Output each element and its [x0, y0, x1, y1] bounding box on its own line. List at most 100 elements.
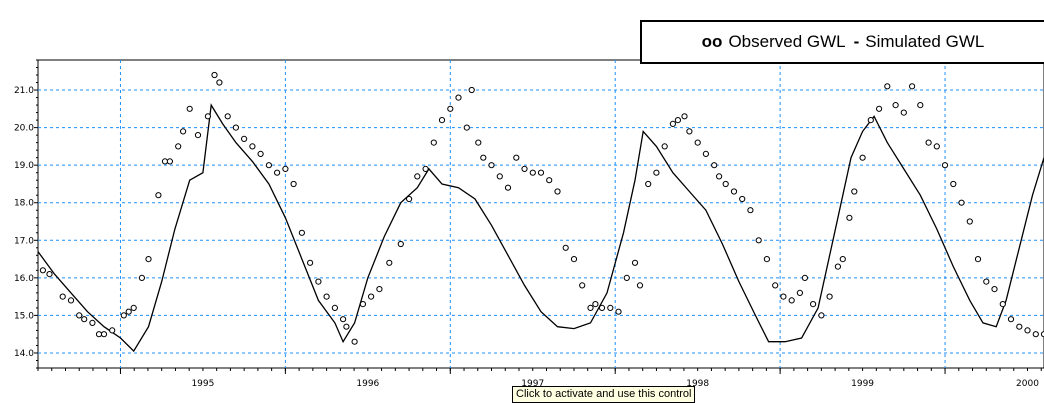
- observed-gwl-point: [298, 229, 305, 236]
- observed-gwl-point: [406, 195, 413, 203]
- y-tick-label: 20.0: [14, 124, 34, 134]
- observed-gwl-point: [562, 244, 569, 251]
- observed-gwl-point: [455, 94, 462, 101]
- observed-gwl-point: [884, 83, 891, 90]
- observed-gwl-point: [120, 312, 127, 319]
- observed-gwl-point: [554, 188, 561, 195]
- observed-gwl-point: [839, 256, 846, 263]
- observed-gwl-point: [592, 301, 599, 308]
- observed-gwl-point: [876, 105, 883, 112]
- observed-gwl-point: [669, 120, 677, 128]
- observed-gwl-point: [763, 256, 771, 263]
- observed-gwl-point: [925, 139, 932, 146]
- data-series: [38, 71, 1044, 353]
- observed-gwl-point: [488, 162, 495, 169]
- observed-gwl-point: [496, 173, 503, 180]
- observed-gwl-point: [422, 165, 429, 172]
- observed-gwl-point: [991, 286, 998, 293]
- observed-gwl-point: [109, 327, 116, 334]
- observed-gwl-point: [166, 158, 173, 165]
- observed-gwl-point: [186, 105, 193, 112]
- y-tick-label: 15.0: [14, 311, 34, 321]
- plot-frame: [37, 59, 1044, 369]
- observed-gwl-point: [359, 301, 366, 308]
- observed-gwl-point: [681, 113, 688, 120]
- observed-gwl-point: [39, 267, 47, 274]
- observed-gwl-point: [145, 256, 152, 263]
- observed-gwl-point: [204, 113, 211, 120]
- observed-gwl-point: [513, 154, 520, 161]
- observed-gwl-point: [175, 143, 182, 150]
- observed-gwl-point: [224, 113, 231, 120]
- observed-gwl-point: [917, 102, 924, 109]
- observed-gwl-point: [859, 154, 866, 161]
- observed-gwl-point: [631, 259, 639, 266]
- observed-gwl-point: [480, 154, 487, 161]
- y-tick-label: 19.0: [14, 161, 34, 171]
- observed-gwl-point: [95, 331, 103, 338]
- x-tick-label: 1998: [686, 379, 709, 389]
- observed-gwl-point: [851, 188, 858, 195]
- observed-gwl-point: [463, 124, 470, 131]
- observed-gwl-point: [521, 165, 528, 172]
- observed-gwl-point: [211, 71, 218, 79]
- observed-gwl-point: [674, 117, 682, 124]
- observed-gwl-point: [892, 102, 899, 109]
- observed-gwl-point: [265, 162, 272, 169]
- legend: oo Observed GWL - Simulated GWL: [640, 20, 1044, 64]
- observed-gwl-point: [739, 195, 746, 203]
- observed-gwl-point: [1016, 323, 1023, 330]
- observed-gwl-point: [529, 169, 536, 176]
- observed-gwl-point: [257, 150, 264, 157]
- observed-gwl-point: [818, 312, 825, 319]
- observed-gwl-point: [290, 180, 297, 188]
- observed-gwl-point: [661, 143, 668, 150]
- x-tick-labels: 1995 1996 1997 1998 1999 2000: [191, 379, 1039, 389]
- observed-gwl-point: [579, 282, 586, 289]
- observed-gwl-point: [686, 128, 693, 135]
- observed-gwl-point: [974, 256, 982, 263]
- observed-gwl-point: [100, 331, 108, 338]
- observed-gwl-point: [343, 323, 350, 330]
- observed-gwl-point: [274, 169, 281, 176]
- observed-gwl-point: [414, 173, 421, 180]
- observed-gwl-point: [615, 308, 622, 315]
- observed-gwl-point: [788, 297, 795, 304]
- observed-gwl-point: [780, 293, 787, 300]
- observed-gwl-point: [81, 316, 88, 323]
- observed-gwl-point: [249, 143, 256, 150]
- observed-gwl-point: [623, 274, 630, 281]
- observed-gwl-point: [933, 143, 940, 150]
- axis-ticks: [34, 59, 1042, 374]
- observed-gwl-point: [155, 192, 162, 199]
- x-tick-label: 1995: [191, 379, 214, 389]
- observed-gwl-point: [504, 184, 512, 191]
- y-tick-label: 21.0: [14, 86, 34, 96]
- observed-gwl-point: [598, 304, 606, 311]
- observed-gwl-point: [1024, 327, 1031, 334]
- observed-gwl-point: [941, 162, 949, 169]
- observed-gwl-point: [76, 312, 83, 319]
- observed-gwl-point: [702, 150, 710, 157]
- observed-gwl-point: [730, 188, 738, 195]
- observed-gwl-point: [216, 79, 223, 86]
- observed-gwl-point: [587, 304, 594, 311]
- x-tick-label: 1999: [851, 379, 874, 389]
- observed-gwl-point: [89, 319, 96, 326]
- observed-gwl-point: [983, 278, 990, 285]
- observed-gwl-point: [716, 173, 723, 180]
- observed-gwl-point: [67, 297, 75, 304]
- activate-control-tooltip[interactable]: Click to activate and use this control: [512, 386, 696, 403]
- observed-gwl-point: [537, 169, 545, 176]
- observed-gwl-point: [810, 301, 817, 308]
- observed-gwl-point: [722, 180, 729, 188]
- observed-gwl-point: [315, 278, 322, 285]
- observed-gwl-point: [447, 105, 454, 112]
- observed-gwl-point: [755, 237, 762, 244]
- observed-gwl-point: [801, 274, 809, 281]
- observed-legend-label: Observed GWL: [728, 32, 846, 51]
- observed-gwl-point: [645, 180, 652, 188]
- observed-gwl-point: [846, 214, 853, 221]
- y-tick-label: 14.0: [14, 349, 34, 359]
